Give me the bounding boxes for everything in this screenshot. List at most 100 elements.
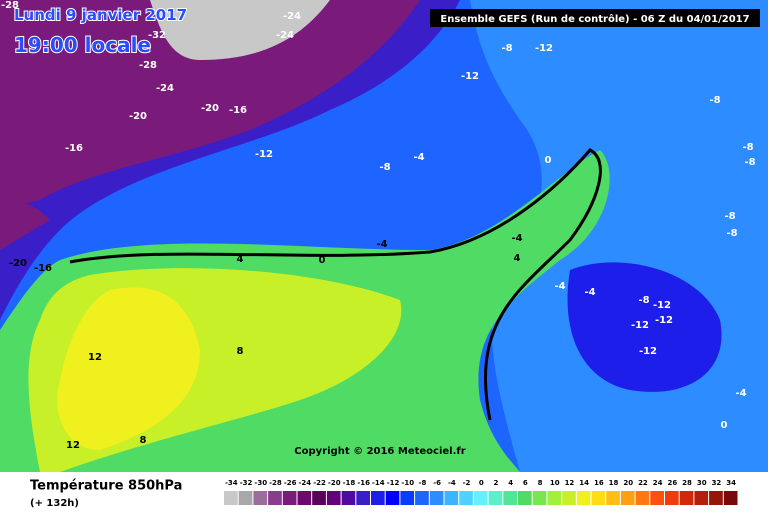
contour-label: 0	[545, 155, 552, 166]
contour-label: -12	[461, 71, 479, 82]
contour-label: -24	[276, 30, 294, 41]
legend-tick: 30	[697, 479, 707, 487]
legend-tick: -14	[372, 479, 385, 487]
legend-swatch	[473, 491, 488, 505]
contour-label: -16	[65, 143, 83, 154]
legend-tick: 24	[653, 479, 663, 487]
legend-tick: -10	[401, 479, 414, 487]
arctic-zone	[150, 0, 330, 60]
legend-tick: 6	[523, 479, 528, 487]
legend-swatch	[518, 491, 532, 505]
legend-swatch	[326, 491, 341, 505]
legend-tick: 0	[479, 479, 484, 487]
legend-swatch	[488, 491, 503, 505]
contour-label: -8	[744, 157, 755, 168]
contour-label: -12	[655, 315, 673, 326]
contour-label: -8	[501, 43, 512, 54]
legend-swatch	[385, 491, 400, 505]
legend-title: Température 850hPa	[30, 479, 182, 494]
contour-label: 0	[721, 420, 728, 431]
legend-tick: -32	[240, 479, 253, 487]
legend-tick: -18	[343, 479, 356, 487]
legend-swatch	[679, 491, 694, 505]
legend-swatch	[459, 491, 473, 505]
date: Lundi 9 janvier 2017	[14, 6, 187, 24]
contour-label: -8	[742, 142, 753, 153]
legend-swatch	[635, 491, 650, 505]
legend-swatch	[591, 491, 606, 505]
contour-label: -12	[255, 149, 273, 160]
legend-tick: -8	[419, 479, 427, 487]
contour-label: -4	[735, 388, 746, 399]
legend-tick: -12	[387, 479, 400, 487]
legend-tick: -30	[254, 479, 267, 487]
legend-swatch	[253, 491, 268, 505]
contour-label: -28	[1, 0, 19, 11]
legend-tick: -28	[269, 479, 282, 487]
contour-label: 4	[514, 253, 521, 264]
contour-label: -16	[34, 263, 52, 274]
legend-swatch	[562, 491, 576, 505]
legend-swatch	[503, 491, 517, 505]
warmest-zone	[57, 287, 201, 450]
legend-swatch	[694, 491, 709, 505]
legend-tick: 14	[579, 479, 589, 487]
contour-label: -8	[638, 295, 649, 306]
copyright: Copyright © 2016 Meteociel.fr	[294, 446, 465, 457]
contour-label: -24	[156, 83, 174, 94]
legend-swatch	[400, 491, 415, 505]
contour-label: -4	[584, 287, 595, 298]
time: 19:00 locale	[14, 33, 151, 57]
legend-swatch	[429, 491, 444, 505]
legend-swatch	[606, 491, 620, 505]
legend-swatch	[723, 491, 738, 505]
legend-tick: 12	[565, 479, 575, 487]
contour-label: -12	[639, 346, 657, 357]
legend-swatch	[238, 491, 253, 505]
contour-label: -12	[653, 300, 671, 311]
legend-swatch	[415, 491, 429, 505]
contour-label: -24	[283, 11, 301, 22]
legend-swatch	[547, 491, 562, 505]
cold-pool	[567, 262, 722, 392]
contour-label: 8	[237, 346, 244, 357]
model-run: Ensemble GEFS (Run de contrôle) - 06 Z d…	[440, 13, 749, 25]
legend-tick: 22	[638, 479, 648, 487]
legend-swatch	[341, 491, 356, 505]
legend-tick: 4	[508, 479, 513, 487]
legend-swatch	[356, 491, 370, 505]
legend-tick: 16	[594, 479, 604, 487]
legend-tick: -20	[328, 479, 341, 487]
legend-swatch	[650, 491, 664, 505]
legend-tick: -22	[313, 479, 326, 487]
model-box	[430, 9, 760, 27]
legend-swatch	[297, 491, 312, 505]
contour-label: 12	[66, 440, 80, 451]
legend-tick: -24	[299, 479, 312, 487]
contour-label: -28	[139, 60, 157, 71]
contour-label: 4	[237, 254, 244, 265]
legend-tick: 2	[494, 479, 499, 487]
legend-swatch	[282, 491, 297, 505]
contour-label: -20	[201, 103, 219, 114]
legend-swatch	[532, 491, 547, 505]
contour-label: -4	[413, 152, 424, 163]
contour-label: -20	[9, 258, 27, 269]
contour-label: -4	[554, 281, 565, 292]
contour-label: -32	[148, 30, 166, 41]
lead-time: (+ 132h)	[30, 498, 79, 509]
legend-swatch	[665, 491, 679, 505]
legend-tick: 10	[550, 479, 560, 487]
contour-label: 8	[140, 435, 147, 446]
legend-swatch	[709, 491, 723, 505]
contour-label: -20	[129, 111, 147, 122]
legend-tick: -34	[225, 479, 238, 487]
cold-zone	[0, 200, 50, 250]
legend-swatch	[268, 491, 282, 505]
legend-swatch	[620, 491, 635, 505]
contour-label: -8	[726, 228, 737, 239]
very-cold-zone	[0, 0, 420, 210]
contour-label: -12	[631, 320, 649, 331]
legend-tick: 20	[623, 479, 633, 487]
